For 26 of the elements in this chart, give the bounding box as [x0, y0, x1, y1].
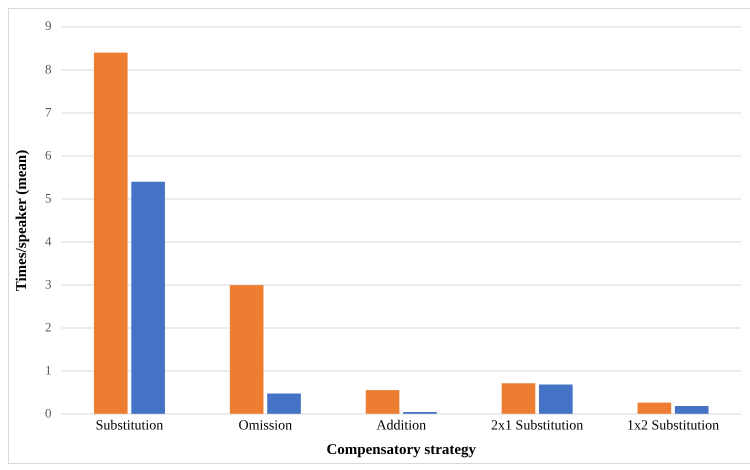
y-tick-label: 0 [45, 406, 52, 421]
y-tick-label: 3 [45, 276, 52, 292]
bar [230, 285, 264, 414]
bar [366, 390, 400, 414]
x-tick-label: Addition [376, 418, 426, 434]
bar [638, 402, 672, 414]
y-tick-label: 5 [45, 190, 52, 206]
bar [267, 394, 301, 414]
bar [131, 182, 165, 414]
x-tick-label: 1x2 Substitution [626, 418, 720, 434]
y-tick-label: 1 [45, 362, 52, 378]
y-tick-label: 8 [45, 61, 52, 76]
y-axis-title: Times/speaker (mean) [14, 150, 30, 292]
bar [674, 406, 709, 414]
y-tick-label: 7 [45, 104, 52, 120]
bar [94, 52, 128, 414]
y-tick-label: 4 [45, 233, 52, 248]
bar [502, 383, 536, 414]
x-axis-title: Compensatory strategy [326, 442, 477, 458]
bar [539, 384, 573, 414]
y-tick-label: 9 [45, 18, 52, 34]
x-tick-label: Omission [238, 418, 292, 434]
y-tick-label: 2 [45, 320, 52, 335]
y-tick-label: 6 [45, 147, 52, 162]
x-tick-label: Substitution [96, 418, 164, 434]
x-tick-label: 2x1 Substitution [491, 418, 584, 434]
